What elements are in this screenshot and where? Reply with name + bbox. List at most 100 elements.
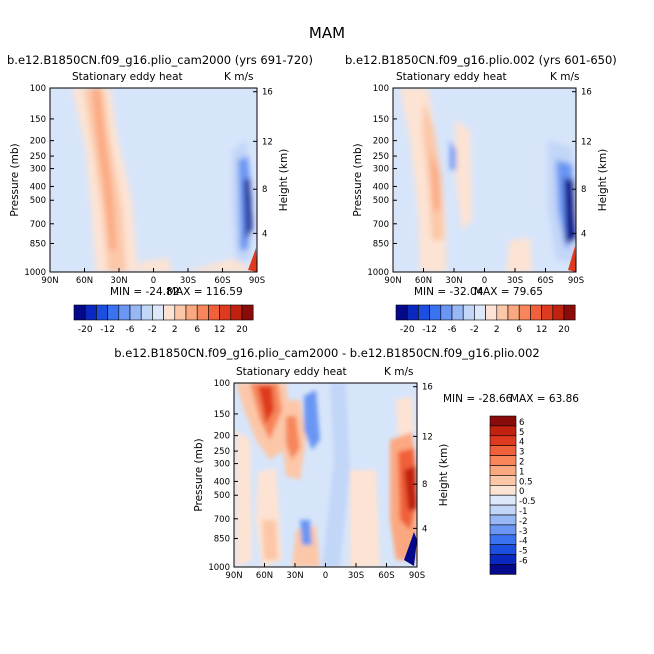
- colorbar-swatch: [84, 304, 97, 321]
- ytick-label: 400: [373, 182, 389, 192]
- xtick-label: 60N: [256, 571, 273, 581]
- colorbar-tick-label: 1: [519, 467, 524, 477]
- panel-1-field: [393, 88, 576, 272]
- ylabel: Pressure (mb): [9, 143, 21, 216]
- ytick-label: 500: [373, 196, 389, 206]
- xtick-label: 0: [482, 276, 487, 286]
- ytick-label: 850: [30, 239, 46, 249]
- panel-0-title: b.e12.B1850CN.f09_g16.plio_cam2000 (yrs …: [7, 53, 313, 67]
- colorbar-swatch: [129, 304, 142, 321]
- panel-2-subtitle-left: Stationary eddy heat: [236, 366, 347, 378]
- colorbar-swatch: [507, 304, 520, 321]
- colorbar-swatch: [73, 304, 86, 321]
- ytick-label: 250: [373, 152, 389, 162]
- ytick-label: 400: [30, 182, 46, 192]
- panel-0-max: MAX = 116.59: [167, 286, 243, 298]
- ytick-right-label: 4: [581, 229, 586, 239]
- colorbar-tick-label: 12: [214, 325, 225, 335]
- colorbar-swatch: [489, 524, 517, 536]
- panel-0: b.e12.B1850CN.f09_g16.plio_cam2000 (yrs …: [7, 53, 313, 335]
- colorbar-tick-label: -20: [400, 325, 415, 335]
- colorbar-swatch: [489, 554, 517, 565]
- ytick-label: 100: [373, 84, 389, 94]
- xtick-label: 90N: [225, 571, 242, 581]
- panel-2-min: MIN = -28.66: [443, 393, 513, 405]
- panel-2-max: MAX = 63.86: [510, 393, 579, 405]
- ytick-right-label: 12: [422, 432, 433, 442]
- colorbar-tick-label: 6: [516, 325, 522, 335]
- xtick-label: 30S: [348, 571, 364, 581]
- colorbar-swatch: [489, 445, 517, 456]
- colorbar-swatch: [489, 494, 517, 506]
- ytick-right-label: 8: [422, 480, 427, 490]
- colorbar-swatch: [174, 304, 187, 321]
- xtick-label: 60N: [76, 276, 93, 286]
- panel-2-title: b.e12.B1850CN.f09_g16.plio_cam2000 - b.e…: [114, 346, 539, 360]
- panel-1-colorbar: -20 -12 -6 -2 2 6 12 20: [395, 304, 576, 335]
- ytick-label: 100: [30, 84, 46, 94]
- panel-1: b.e12.B1850CN.f09_g16.plio.002 (yrs 601-…: [345, 53, 617, 335]
- colorbar-swatch: [219, 304, 232, 321]
- colorbar-tick-label: -0.5: [519, 497, 536, 507]
- colorbar-swatch: [489, 465, 517, 476]
- colorbar-tick-label: 20: [236, 325, 248, 335]
- colorbar-tick-label: 4: [519, 438, 524, 448]
- colorbar-swatch: [241, 304, 254, 321]
- ytick-right-label: 16: [262, 88, 273, 98]
- xtick-label: 60S: [378, 571, 394, 581]
- ytick-label: 850: [373, 239, 389, 249]
- ytick-label: 300: [373, 165, 389, 175]
- colorbar-swatch: [462, 304, 475, 321]
- ytick-right-label: 8: [262, 185, 267, 195]
- colorbar-tick-label: -3: [519, 527, 527, 537]
- panel-2-subtitle-right: K m/s: [384, 366, 413, 378]
- ytick-right-label: 16: [581, 88, 592, 98]
- xtick-label: 30N: [110, 276, 127, 286]
- colorbar-swatch: [451, 304, 464, 321]
- ytick-label: 300: [214, 460, 230, 470]
- colorbar-swatch: [489, 415, 517, 427]
- colorbar-swatch: [563, 304, 576, 321]
- colorbar-swatch: [489, 544, 517, 555]
- colorbar-swatch: [474, 304, 486, 321]
- panel-1-subtitle-right: K m/s: [550, 71, 579, 83]
- xtick-label: 90S: [409, 571, 425, 581]
- colorbar-tick-label: -6: [448, 325, 457, 335]
- panel-2-field: [234, 383, 417, 567]
- ytick-label: 850: [214, 534, 230, 544]
- colorbar-tick-label: 6: [519, 418, 524, 428]
- colorbar-swatch: [118, 304, 131, 321]
- colorbar-swatch: [185, 304, 198, 321]
- colorbar-swatch: [152, 304, 164, 321]
- panel-1-subtitle-left: Stationary eddy heat: [396, 71, 507, 83]
- ytick-label: 200: [214, 432, 230, 442]
- colorbar-swatch: [406, 304, 419, 321]
- ytick-right-label: 4: [422, 524, 427, 534]
- panel-0-subtitle-left: Stationary eddy heat: [72, 71, 183, 83]
- xtick-label: 90N: [384, 276, 401, 286]
- figure-title: MAM: [309, 24, 345, 42]
- colorbar-tick-label: 2: [494, 325, 500, 335]
- colorbar-swatch: [485, 304, 498, 321]
- colorbar-tick-label: 2: [519, 458, 524, 468]
- ytick-label: 700: [214, 515, 230, 525]
- ytick-right-label: 4: [262, 229, 267, 239]
- colorbar-swatch: [429, 304, 442, 321]
- ytick-label: 200: [373, 137, 389, 147]
- xtick-label: 30N: [286, 571, 303, 581]
- panel-2-axes: 90N 60N 30N 0 30S 60S 90S 100 150 200 250 300 400 500…: [193, 379, 450, 581]
- ytick-label: 150: [214, 410, 230, 420]
- xtick-label: 30S: [507, 276, 523, 286]
- panel-2: b.e12.B1850CN.f09_g16.plio_cam2000 - b.e…: [114, 346, 579, 581]
- ylabel: Pressure (mb): [193, 438, 205, 511]
- ytick-label: 100: [214, 379, 230, 389]
- colorbar-swatch: [196, 304, 209, 321]
- ytick-label: 500: [30, 196, 46, 206]
- panel-0-colorbar: -20 -12 -6 -2 2 6 12 20: [73, 304, 254, 335]
- ytick-label: 700: [373, 220, 389, 230]
- ytick-label: 400: [214, 477, 230, 487]
- colorbar-swatch: [489, 435, 517, 446]
- ytick-label: 1000: [24, 268, 46, 278]
- colorbar-tick-label: -12: [100, 325, 115, 335]
- colorbar-tick-label: -6: [519, 557, 527, 567]
